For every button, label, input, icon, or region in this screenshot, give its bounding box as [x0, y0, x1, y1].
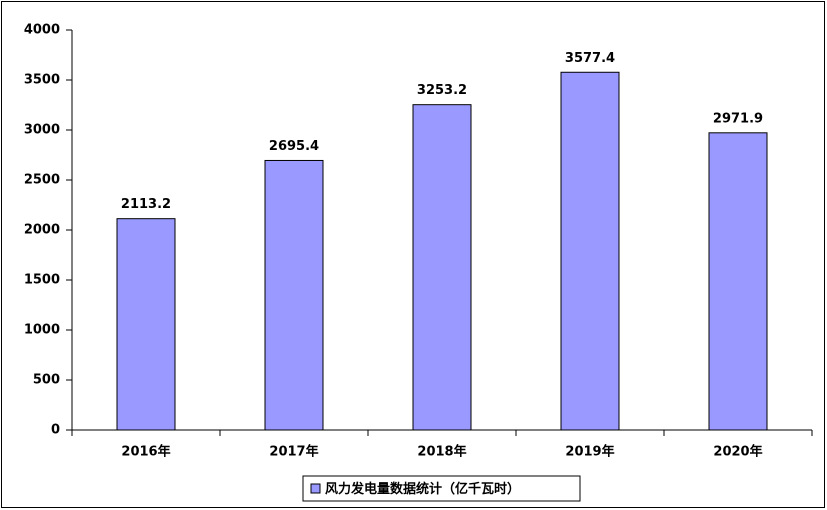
legend-label: 风力发电量数据统计（亿千瓦时） — [325, 481, 520, 497]
y-tick-label: 2000 — [24, 223, 60, 238]
x-tick-label: 2017年 — [269, 444, 318, 460]
y-tick-label: 3500 — [24, 73, 60, 88]
y-tick-label: 500 — [33, 373, 60, 388]
legend-box — [302, 475, 581, 502]
bar — [116, 218, 176, 431]
data-label: 2113.2 — [121, 197, 171, 212]
y-tick-label: 3000 — [24, 123, 60, 138]
data-label: 3253.2 — [417, 83, 467, 98]
data-label: 2971.9 — [713, 111, 763, 126]
x-tick-label: 2020年 — [713, 444, 762, 460]
y-tick-label: 0 — [51, 423, 60, 438]
bar — [560, 71, 620, 431]
y-tick-label: 2500 — [24, 173, 60, 188]
y-tick-label: 1000 — [24, 323, 60, 338]
data-label: 3577.4 — [565, 51, 615, 66]
data-label: 2695.4 — [269, 139, 319, 154]
bar — [412, 104, 472, 431]
bar — [708, 132, 768, 431]
x-tick-label: 2018年 — [417, 444, 466, 460]
y-tick-label: 1500 — [24, 273, 60, 288]
x-tick-label: 2019年 — [565, 444, 614, 460]
x-tick-label: 2016年 — [121, 444, 170, 460]
y-tick-label: 4000 — [24, 23, 60, 38]
bar — [264, 159, 324, 431]
legend-swatch — [310, 483, 321, 494]
